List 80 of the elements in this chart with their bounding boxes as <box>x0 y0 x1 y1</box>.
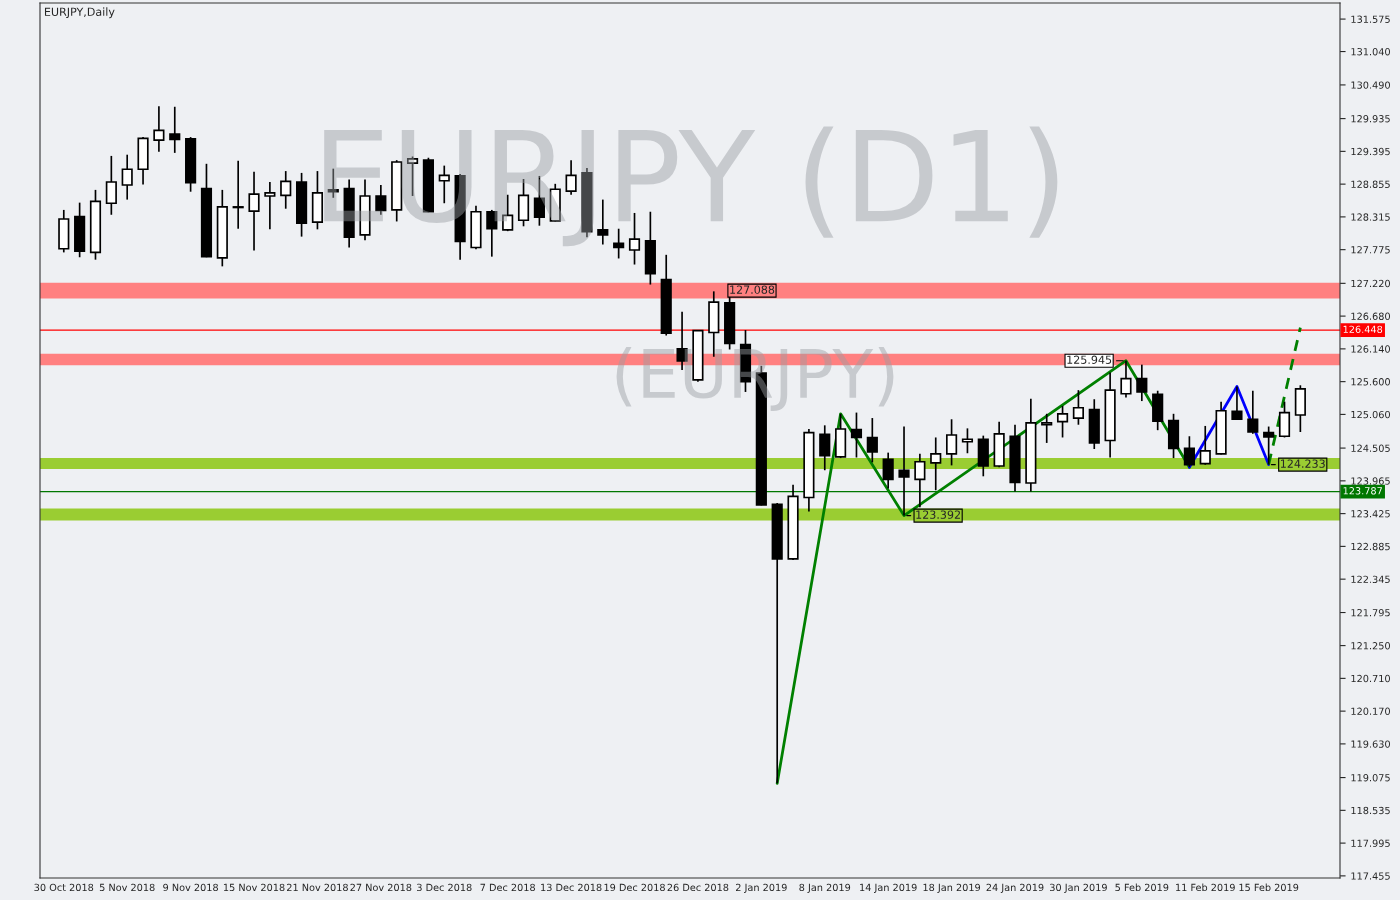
annotation: 124.233 <box>1280 459 1325 468</box>
candlestick <box>866 417 878 464</box>
x-tick-label: 13 Dec 2018 <box>541 883 602 892</box>
y-tick-label: 117.995 <box>1351 839 1390 847</box>
candlestick <box>945 418 958 467</box>
x-tick-label: 5 Feb 2019 <box>1115 883 1169 892</box>
y-tick-label: 127.775 <box>1351 246 1390 254</box>
y-tick-label: 117.455 <box>1351 872 1390 880</box>
y-tick-label: 129.935 <box>1351 115 1390 123</box>
x-tick-label: 9 Nov 2018 <box>163 883 218 892</box>
y-tick-label: 119.630 <box>1351 740 1390 748</box>
candlestick <box>1041 412 1053 444</box>
candlestick <box>819 424 831 472</box>
candlestick <box>1136 363 1148 402</box>
y-tick-label: 125.060 <box>1351 410 1390 419</box>
y-tick-label: 120.710 <box>1351 674 1390 683</box>
chart-title: EURJPY,Daily <box>44 7 115 19</box>
annotation: 123.392 <box>916 510 960 519</box>
y-tick-label: 122.345 <box>1351 575 1390 583</box>
candlestick <box>1231 385 1243 421</box>
candlestick <box>264 181 276 231</box>
candlestick <box>121 153 133 201</box>
candlestick <box>930 436 942 492</box>
candlestick <box>1183 435 1195 469</box>
y-tick-label: 124.505 <box>1351 444 1390 452</box>
candlestick <box>248 170 260 252</box>
y-tick-label: 123.965 <box>1351 477 1390 485</box>
candlestick <box>882 451 894 490</box>
y-tick-label: 123.425 <box>1351 510 1390 518</box>
y-tick-label: 128.315 <box>1351 213 1390 221</box>
x-tick-label: 5 Nov 2018 <box>99 883 155 892</box>
candlestick <box>961 427 974 455</box>
candlestick <box>232 159 244 230</box>
x-tick-label: 8 Jan 2019 <box>799 883 851 893</box>
x-tick-label: 3 Dec 2018 <box>417 883 472 892</box>
candlestick <box>280 170 292 210</box>
x-tick-label: 26 Dec 2018 <box>667 883 729 892</box>
x-tick-label: 21 Nov 2018 <box>287 883 348 892</box>
candlestick <box>105 155 117 216</box>
band-label: 127.088 <box>730 285 775 294</box>
candlestick <box>169 105 181 154</box>
candlestick <box>1056 405 1069 439</box>
ref-line-label: 126.448 <box>1343 325 1383 334</box>
y-tick-label: 118.535 <box>1351 806 1390 815</box>
y-tick-label: 130.490 <box>1351 81 1390 89</box>
x-tick-label: 30 Jan 2019 <box>1050 883 1107 893</box>
x-tick-label: 15 Nov 2018 <box>223 883 285 892</box>
candlestick <box>850 411 863 459</box>
y-tick-label: 131.575 <box>1351 15 1390 23</box>
x-tick-label: 18 Jan 2019 <box>923 883 981 893</box>
x-tick-label: 19 Dec 2018 <box>604 883 665 892</box>
y-tick-label: 128.855 <box>1351 180 1390 188</box>
y-tick-label: 125.600 <box>1351 378 1390 386</box>
x-tick-label: 30 Oct 2018 <box>34 883 94 892</box>
candlestick <box>898 425 910 517</box>
y-tick-label: 120.170 <box>1351 707 1390 715</box>
candlestick <box>1263 425 1275 466</box>
y-tick-label: 131.040 <box>1351 48 1390 56</box>
y-tick-label: 121.250 <box>1351 642 1390 650</box>
x-tick-label: 14 Jan 2019 <box>860 883 917 893</box>
y-tick-label: 129.395 <box>1351 147 1390 156</box>
annotation: 125.945 <box>1067 355 1112 364</box>
x-tick-label: 24 Jan 2019 <box>986 883 1044 893</box>
y-tick-label: 122.885 <box>1351 542 1390 551</box>
y-tick-label: 121.795 <box>1351 609 1390 617</box>
x-tick-label: 2 Jan 2019 <box>736 883 787 893</box>
x-tick-label: 11 Feb 2019 <box>1176 883 1235 892</box>
candlestick <box>1072 389 1085 426</box>
y-tick-label: 127.220 <box>1351 279 1390 288</box>
x-tick-label: 27 Nov 2018 <box>350 883 412 892</box>
y-tick-label: 119.075 <box>1351 774 1390 782</box>
y-tick-label: 126.140 <box>1351 345 1390 353</box>
candlestick <box>1278 400 1291 439</box>
y-tick-label: 126.680 <box>1351 312 1390 320</box>
x-tick-label: 15 Feb 2019 <box>1239 883 1299 892</box>
ref-line-label: 123.787 <box>1343 487 1382 495</box>
x-tick-label: 7 Dec 2018 <box>480 883 535 892</box>
candlestick <box>153 105 165 153</box>
candlestick <box>1199 425 1211 466</box>
candlestick <box>1247 389 1259 435</box>
